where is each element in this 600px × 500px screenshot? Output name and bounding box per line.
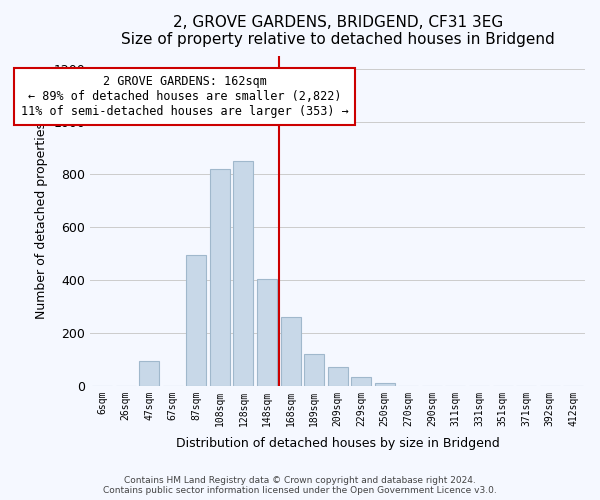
Bar (186, 255, 206, 386)
Bar (375, 383, 395, 386)
Text: 2 GROVE GARDENS: 162sqm
← 89% of detached houses are smaller (2,822)
11% of semi: 2 GROVE GARDENS: 162sqm ← 89% of detache… (20, 75, 349, 118)
Bar (281, 317, 301, 386)
Bar (328, 368, 347, 386)
Bar (351, 376, 371, 386)
Bar (233, 161, 253, 386)
Title: 2, GROVE GARDENS, BRIDGEND, CF31 3EG
Size of property relative to detached house: 2, GROVE GARDENS, BRIDGEND, CF31 3EG Siz… (121, 15, 554, 48)
X-axis label: Distribution of detached houses by size in Bridgend: Distribution of detached houses by size … (176, 437, 500, 450)
Bar (210, 169, 230, 386)
Bar (304, 354, 324, 386)
Text: Contains HM Land Registry data © Crown copyright and database right 2024.
Contai: Contains HM Land Registry data © Crown c… (103, 476, 497, 495)
Bar (139, 360, 159, 386)
Bar (257, 279, 277, 386)
Y-axis label: Number of detached properties: Number of detached properties (35, 122, 48, 319)
